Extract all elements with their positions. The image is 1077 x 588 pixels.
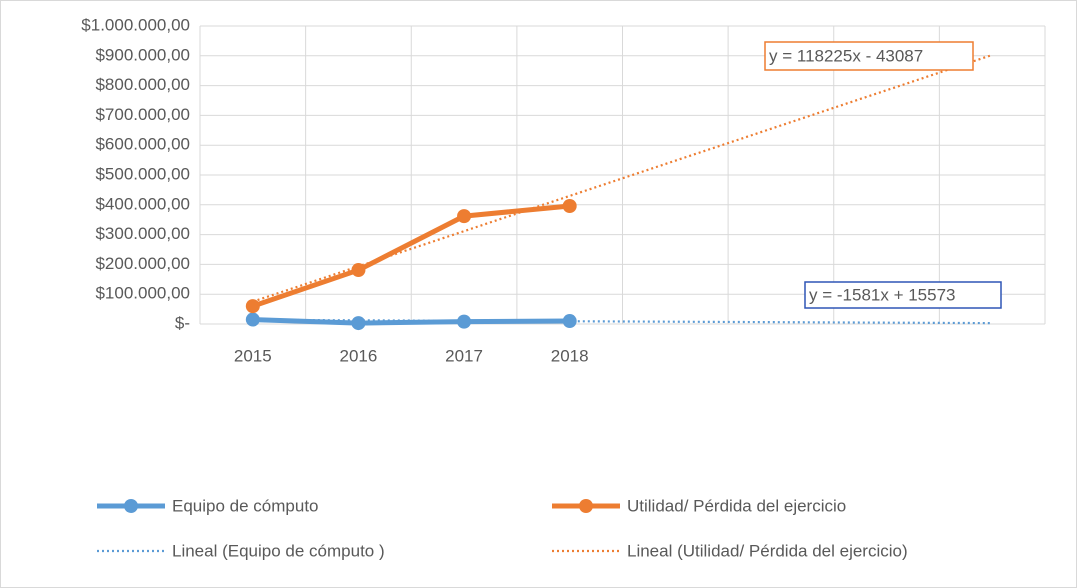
y-tick-label: $400.000,00 [95,194,190,213]
legend-label: Lineal (Equipo de cómputo ) [172,541,385,560]
legend-label: Equipo de cómputo [172,496,319,515]
trendline [252,318,993,325]
series-marker [562,314,577,329]
series-marker [562,198,577,213]
series-marker [245,312,260,327]
series-marker [351,263,366,278]
legend-label: Utilidad/ Pérdida del ejercicio [627,496,846,515]
y-tick-label: $1.000.000,00 [81,15,190,34]
series-line [252,203,570,309]
y-tick-label: $800.000,00 [95,75,190,94]
legend-marker [124,499,138,513]
legend-marker [579,499,593,513]
y-tick-label: $300.000,00 [95,224,190,243]
equation-box [804,281,1002,309]
y-tick-label: $900.000,00 [95,45,190,64]
legend-label: Lineal (Utilidad/ Pérdida del ejercicio) [627,541,908,560]
series-marker [457,209,472,224]
series-marker [245,299,260,314]
series-marker [351,316,366,331]
y-tick-label: $700.000,00 [95,105,190,124]
y-tick-label: $100.000,00 [95,284,190,303]
equation-box [764,41,974,71]
y-tick-label: $600.000,00 [95,135,190,154]
x-tick-label: 2017 [445,346,483,365]
series-line [252,317,570,326]
y-tick-label: $500.000,00 [95,164,190,183]
trendline-equation: y = -1581x + 15573 [809,285,956,304]
y-tick-label: $- [175,313,190,332]
series-marker [457,314,472,329]
x-tick-label: 2016 [340,346,378,365]
x-tick-label: 2018 [551,346,589,365]
y-tick-label: $200.000,00 [95,254,190,273]
trendline-equation: y = 118225x - 43087 [769,46,923,65]
x-tick-label: 2015 [234,346,272,365]
